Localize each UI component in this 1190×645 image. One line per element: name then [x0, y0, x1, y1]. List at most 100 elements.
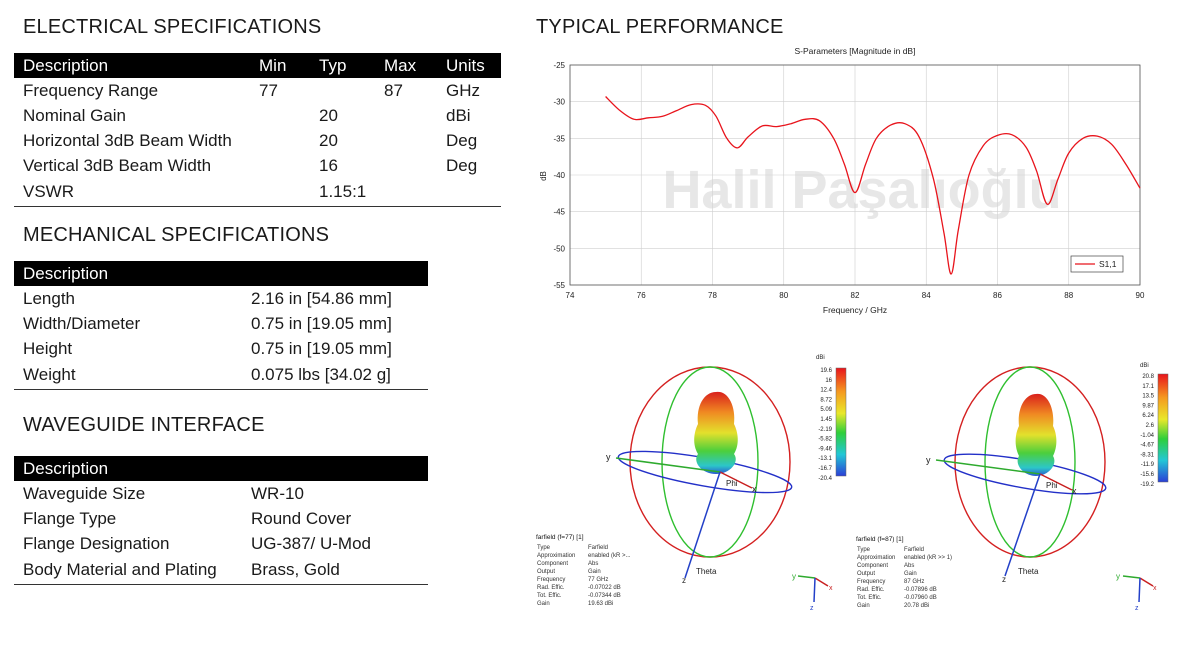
row-units	[437, 178, 501, 207]
info-value: enabled (kR >...	[588, 553, 631, 559]
row-label: Frequency Range	[23, 80, 159, 100]
colorbar-tick: 19.6	[820, 368, 832, 374]
row-typ: 16	[319, 155, 338, 175]
info-value: Farfield	[588, 545, 608, 551]
header-fill	[242, 261, 428, 286]
info-key: Tot. Effic.	[537, 593, 562, 599]
info-value: -0.07344 dB	[588, 593, 621, 599]
electrical-header-row: Description Min Typ Max Units	[14, 53, 501, 78]
axis-label-theta: Theta	[1018, 567, 1039, 576]
z-axis-line	[684, 471, 721, 579]
x-axis-line	[1039, 473, 1073, 491]
colorbar-tick: -13.1	[818, 456, 832, 462]
row-max	[375, 103, 437, 128]
info-value: Farfield	[904, 547, 924, 553]
y-axis-line	[615, 457, 721, 473]
row-units: Deg	[446, 155, 478, 175]
row-label: Height	[23, 338, 73, 358]
triad-label-x: x	[829, 585, 833, 592]
table-row: Flange Designation UG-387/ U-Mod	[14, 531, 428, 556]
table-row: Nominal Gain 20 dBi	[14, 103, 501, 128]
table-row: Horizontal 3dB Beam Width 20 Deg	[14, 128, 501, 153]
axis-label-y: y	[926, 455, 931, 465]
triad-x	[1139, 577, 1154, 587]
colorbar-tick: -1.04	[1140, 433, 1154, 439]
info-key: Output	[857, 571, 875, 577]
axis-label-phi: Phi	[726, 479, 738, 488]
y-tick-label: -55	[553, 281, 565, 290]
y-tick-label: -25	[553, 61, 565, 70]
header-fill	[242, 456, 428, 481]
table-row: Height 0.75 in [19.05 mm]	[14, 336, 428, 361]
triad-z	[813, 577, 816, 603]
y-tick-label: -30	[553, 98, 565, 107]
row-value: 0.75 in [19.05 mm]	[251, 313, 392, 333]
colorbar-tick: 1.45	[820, 417, 832, 423]
row-label: Flange Designation	[23, 533, 170, 553]
colorbar	[835, 367, 847, 477]
info-title: farfield (f=87) [1]	[856, 536, 904, 543]
phi-circle	[661, 366, 759, 558]
row-label: Weight	[14, 361, 242, 390]
colorbar-tick: 17.1	[1142, 384, 1154, 390]
info-key: Type	[857, 547, 871, 553]
chart-legend: S1,1	[1070, 255, 1124, 273]
colorbar-ticks: 20.8 17.1 13.5 9.87 6.24 2.6 -1.04 -4.67…	[1140, 374, 1154, 488]
farfield-info: farfield (f=77) [1] Type Farfield Approxi…	[536, 534, 631, 607]
info-value: 77 GHz	[588, 577, 608, 583]
colorbar-tick: -20.4	[818, 476, 832, 482]
waveguide-table: Description Waveguide Size WR-10 Flange T…	[14, 456, 428, 585]
y-tick-label: -40	[553, 171, 565, 180]
table-row: Waveguide Size WR-10	[14, 481, 428, 506]
colorbar-tick: 8.72	[820, 397, 832, 403]
row-value: 0.75 in [19.05 mm]	[251, 338, 392, 358]
chart-title: S-Parameters [Magnitude in dB]	[795, 46, 916, 56]
row-value: 2.16 in [54.86 mm]	[251, 288, 392, 308]
row-max	[375, 128, 437, 153]
colorbar-tick: -15.6	[1140, 472, 1154, 478]
row-label: Body Material and Plating	[14, 556, 242, 585]
triad-label-z: z	[810, 605, 814, 612]
x-tick-label: 76	[637, 291, 646, 300]
table-row: VSWR 1.15:1	[14, 178, 501, 207]
radiation-lobe	[694, 391, 738, 474]
row-label: Waveguide Size	[23, 483, 146, 503]
row-units: dBi	[446, 105, 471, 125]
row-min: 77	[259, 80, 278, 100]
colorbar-tick: -4.67	[1140, 443, 1154, 449]
colorbar-tick: -9.46	[818, 446, 832, 452]
mechanical-title: MECHANICAL SPECIFICATIONS	[23, 224, 330, 246]
axis-label-z: z	[682, 576, 686, 585]
colorbar	[1157, 373, 1169, 483]
radiation-lobe	[1015, 393, 1057, 476]
x-tick-label: 74	[566, 291, 575, 300]
row-label: Flange Type	[23, 508, 117, 528]
info-key: Type	[537, 545, 551, 551]
colorbar-tick: -2.19	[818, 427, 832, 433]
series-line-s11	[605, 96, 1141, 275]
orientation-triad: y x z	[1116, 572, 1157, 612]
table-row: Body Material and Plating Brass, Gold	[14, 556, 428, 585]
info-value: Gain	[588, 569, 601, 575]
row-units: GHz	[446, 80, 480, 100]
colorbar-tick: 6.24	[1142, 413, 1154, 419]
waveguide-header-row: Description	[14, 456, 428, 481]
row-typ: 20	[319, 130, 338, 150]
colorbar-tick: -11.9	[1141, 462, 1155, 468]
info-key: Gain	[537, 601, 550, 607]
row-value: Round Cover	[251, 508, 352, 528]
info-value: Gain	[904, 571, 917, 577]
row-label: Nominal Gain	[23, 105, 126, 125]
colorbar-tick: -19.2	[1140, 482, 1154, 488]
z-axis-line	[1004, 473, 1041, 577]
colorbar-tick: 12.4	[820, 388, 832, 394]
colorbar-tick: -8.31	[1140, 452, 1154, 458]
info-key: Approximation	[857, 555, 895, 561]
row-value: WR-10	[251, 483, 304, 503]
table-row: Length 2.16 in [54.86 mm]	[14, 286, 428, 311]
colorbar-tick: 2.6	[1146, 423, 1155, 429]
row-typ: 20	[319, 105, 338, 125]
colorbar-tick: 13.5	[1142, 394, 1154, 400]
colorbar-unit: dBi	[1140, 363, 1149, 369]
farfield-info: farfield (f=87) [1] Type Farfield Approxi…	[856, 536, 952, 609]
